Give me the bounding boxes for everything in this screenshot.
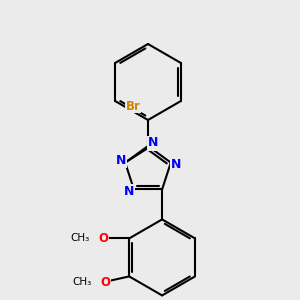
Text: CH₃: CH₃: [70, 233, 89, 243]
Text: CH₃: CH₃: [72, 278, 91, 287]
Text: N: N: [124, 185, 134, 198]
Text: Br: Br: [126, 100, 140, 112]
Text: O: O: [100, 276, 110, 289]
Text: O: O: [98, 232, 108, 245]
Text: N: N: [171, 158, 181, 171]
Text: N: N: [116, 154, 126, 167]
Text: N: N: [148, 136, 158, 149]
